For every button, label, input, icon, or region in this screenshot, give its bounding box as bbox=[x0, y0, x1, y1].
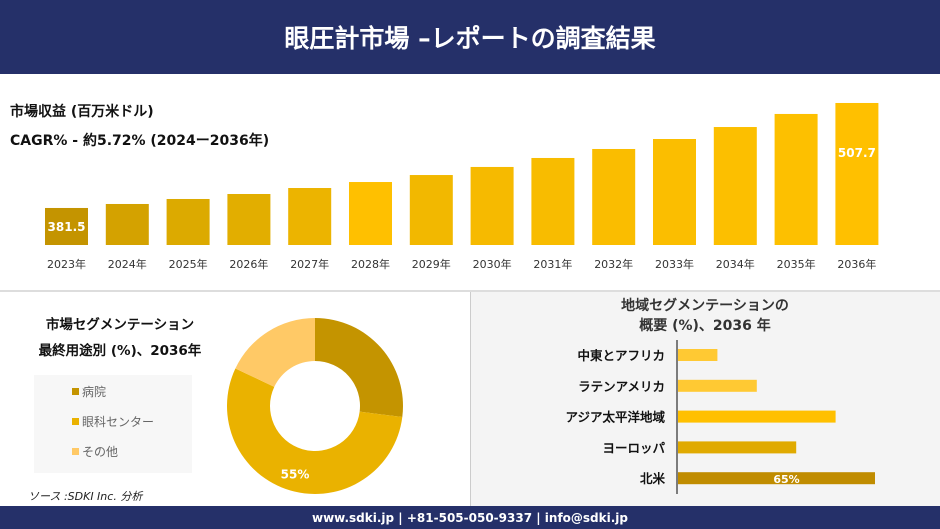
legend-label: その他 bbox=[82, 445, 119, 459]
legend-item: 眼科センター bbox=[72, 413, 154, 430]
year-tick-label: 2026年 bbox=[229, 257, 268, 271]
region-title-line1: 地域セグメンテーションの bbox=[621, 298, 789, 314]
year-tick-label: 2031年 bbox=[533, 257, 572, 271]
revenue-bar bbox=[349, 182, 392, 245]
region-bar bbox=[678, 441, 797, 454]
header-title: 眼圧計市場 –レポートの調査結果 bbox=[0, 0, 940, 74]
year-tick-label: 2023年 bbox=[47, 257, 86, 271]
revenue-bar bbox=[288, 188, 332, 245]
revenue-bar bbox=[835, 102, 879, 245]
legend-swatch bbox=[72, 448, 79, 455]
region-label: 北米 bbox=[640, 471, 666, 486]
donut-value-label: 55% bbox=[281, 468, 310, 482]
donut-slice bbox=[226, 368, 403, 495]
revenue-bar bbox=[653, 139, 696, 245]
bar-value-label: 381.5 bbox=[48, 220, 86, 234]
legend-swatch bbox=[72, 418, 79, 425]
year-tick-label: 2032年 bbox=[594, 257, 633, 271]
revenue-chart-cagr: CAGR% - 約5.72% (2024ー2036年) bbox=[10, 133, 270, 149]
year-tick-label: 2035年 bbox=[777, 257, 816, 271]
end-use-title-line2: 最終用途別 (%)、2036年 bbox=[38, 343, 202, 359]
source-note: ソース :SDKI Inc. 分析 bbox=[28, 490, 143, 503]
year-tick-label: 2030年 bbox=[473, 257, 512, 271]
donut-legend: 病院 眼科センター その他 bbox=[34, 375, 192, 473]
donut-slice bbox=[235, 318, 315, 387]
region-bar bbox=[678, 349, 718, 361]
region-title: 地域セグメンテーションの 概要 (%)、2036 年 bbox=[470, 296, 940, 336]
divider bbox=[0, 290, 940, 292]
revenue-bar bbox=[531, 157, 575, 245]
year-tick-label: 2029年 bbox=[412, 257, 451, 271]
year-tick-label: 2034年 bbox=[716, 257, 755, 271]
region-label: アジア太平洋地域 bbox=[565, 410, 665, 425]
year-tick-label: 2025年 bbox=[169, 257, 208, 271]
legend-label: 眼科センター bbox=[82, 415, 155, 429]
revenue-bar bbox=[774, 113, 818, 246]
region-bar bbox=[678, 410, 836, 423]
revenue-bar bbox=[105, 203, 149, 245]
revenue-bar bbox=[713, 127, 757, 245]
revenue-bar bbox=[409, 175, 453, 245]
end-use-title: 市場セグメンテーション 最終用途別 (%)、2036年 bbox=[20, 312, 220, 364]
region-title-line2: 概要 (%)、2036 年 bbox=[639, 318, 771, 334]
year-tick-label: 2036年 bbox=[837, 257, 876, 271]
end-use-title-line1: 市場セグメンテーション bbox=[45, 317, 195, 333]
region-bar bbox=[678, 472, 875, 485]
revenue-chart-title: 市場収益 (百万米ドル) bbox=[10, 104, 154, 120]
region-panel bbox=[470, 292, 940, 506]
revenue-bar bbox=[166, 198, 210, 245]
year-tick-label: 2033年 bbox=[655, 257, 694, 271]
year-tick-label: 2027年 bbox=[290, 257, 329, 271]
region-bar bbox=[678, 379, 757, 392]
legend-label: 病院 bbox=[82, 385, 107, 399]
donut-slice bbox=[315, 318, 403, 418]
legend-item: 病院 bbox=[72, 383, 106, 400]
year-tick-label: 2028年 bbox=[351, 257, 390, 271]
legend-swatch bbox=[72, 388, 79, 395]
revenue-bar bbox=[592, 148, 636, 245]
footer-contact: www.sdki.jp | +81-505-050-9337 | info@sd… bbox=[0, 506, 940, 529]
region-value-label: 65% bbox=[773, 473, 799, 486]
revenue-bar bbox=[470, 166, 514, 245]
region-label: 中東とアフリカ bbox=[577, 348, 665, 363]
bar-value-label: 507.7 bbox=[838, 146, 876, 160]
region-label: ヨーロッパ bbox=[602, 440, 665, 455]
revenue-bar-chart: 2023年 381.5 2024年 2025年 2026年 2027年 2028年 2029年… bbox=[45, 102, 879, 271]
revenue-bar bbox=[227, 193, 271, 245]
legend-item: その他 bbox=[72, 443, 118, 460]
region-label: ラテンアメリカ bbox=[578, 379, 665, 394]
year-tick-label: 2024年 bbox=[108, 257, 147, 271]
revenue-bar bbox=[45, 207, 88, 245]
